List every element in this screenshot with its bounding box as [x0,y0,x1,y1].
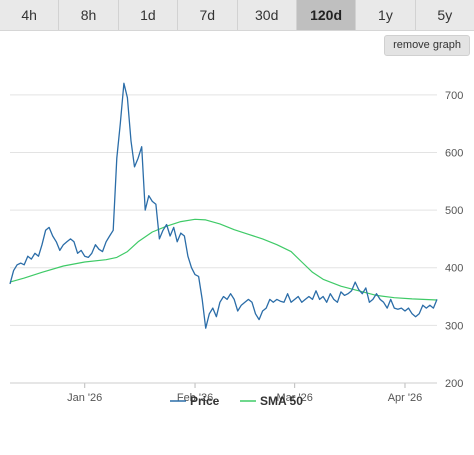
range-tab-4h[interactable]: 4h [0,0,60,30]
series-line-sma-50 [9,218,438,301]
range-tab-120d[interactable]: 120d [296,0,357,30]
y-tick-label: 400 [445,263,463,275]
legend-label-sma-50: SMA 50 [260,394,303,408]
y-tick-label: 200 [445,378,463,390]
range-tab-7d[interactable]: 7d [178,0,238,30]
x-tick-label: Mar '26 [276,392,312,404]
y-tick-label: 300 [445,320,463,332]
series-line-price [9,82,438,329]
remove-graph-button[interactable]: remove graph [384,35,470,56]
y-tick-label: 600 [445,147,463,159]
x-tick-label: Apr '26 [388,392,423,404]
legend-label-price: Price [190,394,220,408]
y-tick-label: 500 [445,205,463,217]
range-tab-1d[interactable]: 1d [119,0,179,30]
range-tab-8h[interactable]: 8h [59,0,119,30]
range-selector: 4h 8h 1d 7d 30d 120d 1y 5y [0,0,474,31]
range-tab-30d[interactable]: 30d [238,0,297,30]
x-tick-label: Jan '26 [67,392,102,404]
range-tab-1y[interactable]: 1y [356,0,416,30]
range-tab-5y[interactable]: 5y [437,7,453,23]
y-tick-label: 700 [445,90,463,102]
